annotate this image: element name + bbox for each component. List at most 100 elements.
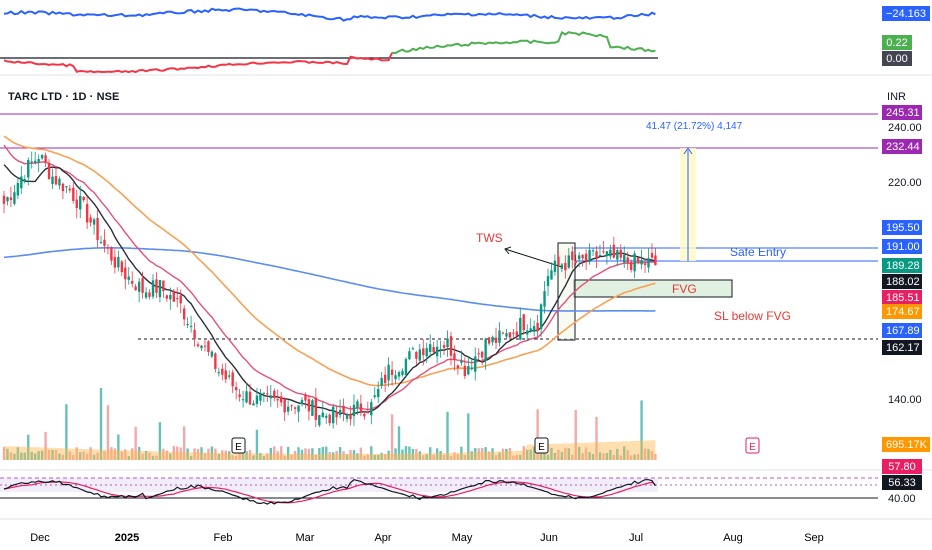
x-tick: Aug	[723, 532, 743, 544]
volume-bar	[366, 454, 370, 460]
volume-bar	[186, 448, 189, 460]
svg-text:E: E	[235, 442, 242, 453]
candle-body	[103, 239, 106, 246]
candle-body	[387, 364, 390, 381]
price-badge: 162.17	[882, 340, 922, 355]
candle-body	[283, 399, 286, 413]
candle-body	[571, 251, 574, 260]
volume-bar	[453, 452, 456, 460]
price-badge-label: 162.17	[886, 342, 920, 354]
mid-indicator-badge: 0.22	[882, 35, 912, 50]
volume-bar	[574, 410, 577, 460]
earnings-marker[interactable]: E	[534, 437, 549, 454]
volume-bar	[373, 454, 376, 460]
candle-body	[567, 255, 570, 268]
ema-orange-line	[3, 135, 656, 387]
volume-bar	[203, 453, 207, 460]
candle-body	[2, 195, 6, 204]
volume-bar	[636, 454, 640, 460]
candle-body	[550, 270, 553, 280]
candle-body	[127, 276, 130, 280]
volume-bar	[269, 447, 273, 460]
volume-bar	[508, 448, 512, 460]
candle-body	[456, 365, 460, 369]
price-badge: 174.67	[882, 304, 922, 319]
volume-bar	[200, 447, 203, 460]
volume-bar	[484, 447, 487, 460]
candle-body	[37, 159, 40, 163]
candle-body	[155, 279, 158, 293]
candle-body	[245, 391, 248, 403]
candle-body	[543, 291, 546, 307]
volume-bar	[155, 455, 158, 460]
candle-body	[200, 345, 203, 349]
volume-bar	[356, 453, 359, 460]
volume-bar	[182, 426, 186, 460]
volume-bar	[221, 450, 224, 460]
candle-body	[463, 365, 467, 377]
price-badge: 188.02	[882, 274, 922, 289]
symbol-title[interactable]: TARC LTD · 1D · NSE	[8, 91, 120, 103]
volume-bar	[411, 448, 415, 460]
volume-bar	[331, 452, 335, 460]
price-badge-label: 191.00	[886, 241, 920, 253]
volume-bar	[342, 451, 345, 460]
candle-body	[221, 368, 224, 375]
candle-body	[179, 295, 182, 304]
earnings-marker-upcoming[interactable]: E	[745, 437, 760, 454]
volume-bar	[321, 446, 324, 460]
candle-body	[266, 393, 269, 395]
volume-bar	[380, 452, 383, 460]
x-tick: Sep	[804, 532, 824, 544]
candle-body	[217, 372, 221, 374]
price-badge: 185.51	[882, 290, 922, 305]
volume-bar	[151, 455, 155, 460]
volume-bar	[571, 454, 574, 460]
candle-body	[349, 414, 352, 420]
price-badge-label: 232.44	[886, 141, 920, 153]
volume-bar	[352, 450, 356, 460]
candle-body	[356, 401, 359, 408]
volume-bar	[207, 448, 210, 460]
earnings-marker[interactable]: E	[231, 437, 246, 454]
rsi-signal-badge: 56.33	[882, 475, 922, 490]
volume-bar	[99, 388, 103, 460]
volume-bar	[446, 411, 449, 460]
candle-body	[539, 304, 543, 330]
safe-entry-label: Safe Entry	[730, 245, 786, 259]
candle-body	[9, 197, 13, 201]
volume-bar	[165, 450, 169, 460]
candle-body	[262, 392, 266, 394]
candle-body	[269, 395, 273, 399]
volume-bar	[623, 446, 626, 460]
volume-bar	[75, 447, 78, 460]
price-badge-label: 174.67	[886, 306, 920, 318]
volume-bar	[6, 448, 9, 460]
volume-bar	[228, 451, 231, 460]
price-badge: 695.17K	[882, 437, 930, 452]
rsi-line	[3, 479, 656, 505]
tws-label: TWS	[476, 231, 503, 245]
candle-body	[553, 260, 557, 273]
projection-label: 41.47 (21.72%) 4,147	[646, 121, 743, 132]
price-badge: 195.50	[882, 220, 922, 235]
volume-bars	[2, 388, 657, 460]
volume-bar	[487, 451, 491, 460]
mid-indicator-positive	[392, 30, 656, 55]
svg-text:0.22: 0.22	[886, 37, 907, 49]
candle-body	[276, 399, 279, 401]
volume-bar	[418, 451, 421, 460]
svg-text:E: E	[538, 442, 545, 453]
candle-body	[654, 255, 657, 265]
volume-bar	[134, 426, 137, 460]
candle-body	[259, 394, 262, 401]
volume-bar	[408, 446, 411, 460]
x-tick: Feb	[214, 532, 233, 544]
candle-body	[366, 411, 370, 414]
candle-body	[342, 405, 345, 414]
candle-body	[210, 351, 214, 357]
candle-body	[120, 261, 124, 273]
volume-bar	[23, 452, 26, 460]
candle-body	[467, 366, 470, 375]
